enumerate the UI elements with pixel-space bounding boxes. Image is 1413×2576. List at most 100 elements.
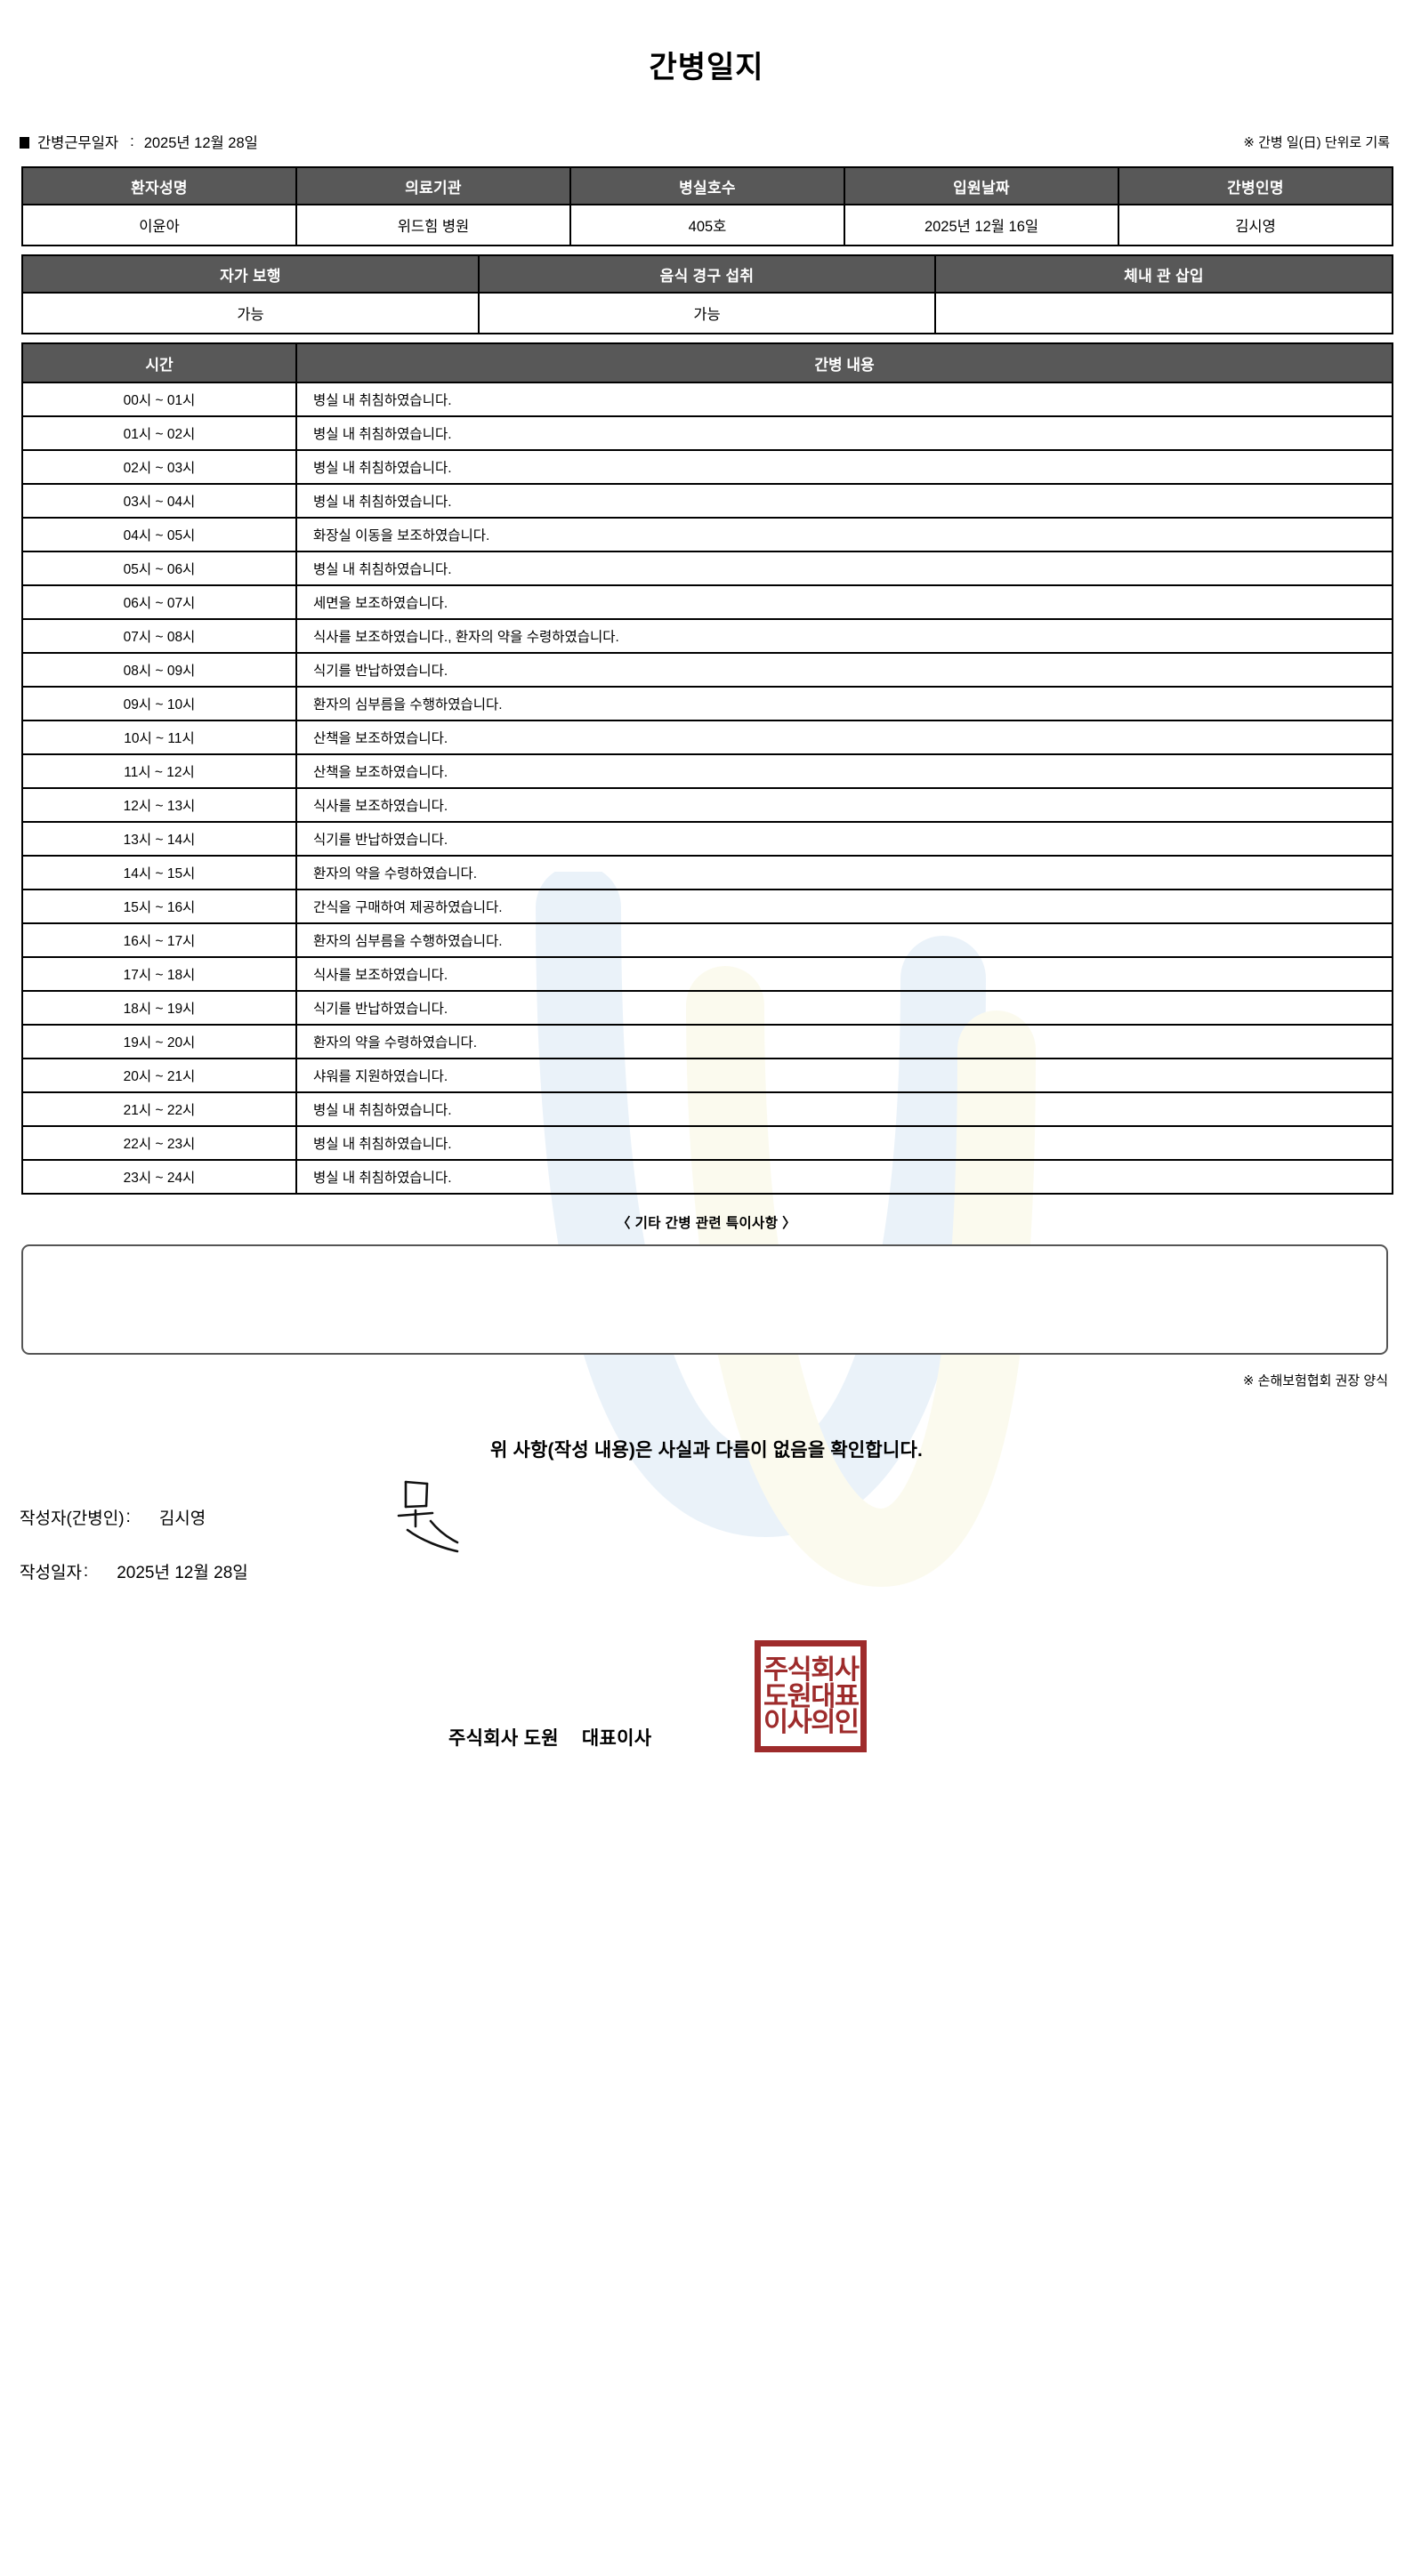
- td-oral-intake: 가능: [478, 292, 936, 335]
- log-content-cell[interactable]: 환자의 심부름을 수행하였습니다.: [295, 922, 1393, 959]
- log-content-cell[interactable]: 식사를 보조하였습니다.: [295, 956, 1393, 993]
- table-row: 14시 ~ 15시 환자의 약을 수령하였습니다.: [21, 855, 1393, 891]
- company-seal-stamp: 주식회사 도원대표 이사의인: [755, 1640, 867, 1753]
- th-time: 시간: [21, 342, 297, 384]
- meta-row: 간병근무일자 : 2025년 12월 28일 ※ 간병 일(日) 단위로 기록: [20, 131, 1390, 152]
- log-time-cell: 12시 ~ 13시: [21, 787, 297, 824]
- log-content-cell[interactable]: 환자의 약을 수령하였습니다.: [295, 1024, 1393, 1060]
- log-time-cell: 14시 ~ 15시: [21, 855, 297, 891]
- write-date-value: 2025년 12월 28일: [117, 1564, 248, 1583]
- log-time-cell: 05시 ~ 06시: [21, 551, 297, 587]
- log-time-cell: 07시 ~ 08시: [21, 618, 297, 655]
- log-time-cell: 11시 ~ 12시: [21, 753, 297, 790]
- log-content-cell[interactable]: 간식을 구매하여 제공하였습니다.: [295, 889, 1393, 925]
- table-row: 20시 ~ 21시 샤워를 지원하였습니다.: [21, 1058, 1393, 1094]
- td-caregiver-name: 김시영: [1118, 204, 1393, 247]
- table-row: 12시 ~ 13시 식사를 보조하였습니다.: [21, 787, 1393, 824]
- table-row: 08시 ~ 09시 식기를 반납하였습니다.: [21, 652, 1393, 688]
- table-row: 21시 ~ 22시 병실 내 취침하였습니다.: [21, 1091, 1393, 1128]
- log-content-cell[interactable]: 병실 내 취침하였습니다.: [295, 382, 1393, 418]
- log-content-cell[interactable]: 병실 내 취침하였습니다.: [295, 1159, 1393, 1195]
- log-time-cell: 01시 ~ 02시: [21, 415, 297, 452]
- th-caregiver-name: 간병인명: [1118, 166, 1393, 206]
- remarks-box[interactable]: [21, 1244, 1388, 1356]
- table-row: 15시 ~ 16시 간식을 구매하여 제공하였습니다.: [21, 889, 1393, 925]
- table-row: 04시 ~ 05시 화장실 이동을 보조하였습니다.: [21, 517, 1393, 553]
- patient-info-table: 환자성명 의료기관 병실호수 입원날짜 간병인명 이윤아 위드힘 병원 405호…: [21, 166, 1393, 247]
- association-note: ※ 손해보험협회 권장 양식: [1242, 1373, 1388, 1389]
- work-date-value: 2025년 12월 28일: [143, 135, 258, 152]
- ability-table: 자가 보행 음식 경구 섭취 체내 관 삽입 가능 가능: [21, 254, 1393, 335]
- th-care-content: 간병 내용: [295, 342, 1393, 384]
- log-content-cell[interactable]: 병실 내 취침하였습니다.: [295, 449, 1393, 486]
- company-row: 주식회사 도원 대표이사 주식회사 도원대표 이사의인: [0, 1640, 1413, 1829]
- table-row: 22시 ~ 23시 병실 내 취침하였습니다.: [21, 1125, 1393, 1162]
- log-header-row: 시간 간병 내용: [21, 342, 1393, 384]
- log-content-cell[interactable]: 산책을 보조하였습니다.: [295, 720, 1393, 756]
- table-row: 02시 ~ 03시 병실 내 취침하였습니다.: [21, 449, 1393, 486]
- ability-header-row: 자가 보행 음식 경구 섭취 체내 관 삽입: [21, 254, 1393, 294]
- log-content-cell[interactable]: 병실 내 취침하였습니다.: [295, 483, 1393, 519]
- log-content-cell[interactable]: 식기를 반납하였습니다.: [295, 821, 1393, 857]
- log-time-cell: 04시 ~ 05시: [21, 517, 297, 553]
- log-time-cell: 19시 ~ 20시: [21, 1024, 297, 1060]
- td-self-ambulation: 가능: [21, 292, 480, 335]
- ability-value-row: 가능 가능: [21, 292, 1393, 335]
- log-content-cell[interactable]: 샤워를 지원하였습니다.: [295, 1058, 1393, 1094]
- work-date-label: 간병근무일자: [37, 135, 119, 152]
- td-patient-name: 이윤아: [21, 204, 297, 247]
- table-row: 07시 ~ 08시 식사를 보조하였습니다., 환자의 약을 수령하였습니다.: [21, 618, 1393, 655]
- log-time-cell: 09시 ~ 10시: [21, 686, 297, 722]
- log-content-cell[interactable]: 식사를 보조하였습니다.: [295, 787, 1393, 824]
- hourly-log-table: 시간 간병 내용 00시 ~ 01시 병실 내 취침하였습니다. 01시 ~ 02시…: [21, 342, 1393, 1195]
- log-content-cell[interactable]: 식사를 보조하였습니다., 환자의 약을 수령하였습니다.: [295, 618, 1393, 655]
- patient-info-header-row: 환자성명 의료기관 병실호수 입원날짜 간병인명: [21, 166, 1393, 206]
- table-row: 13시 ~ 14시 식기를 반납하였습니다.: [21, 821, 1393, 857]
- company-name-text: 주식회사 도원: [448, 1728, 559, 1750]
- table-row: 03시 ~ 04시 병실 내 취침하였습니다.: [21, 483, 1393, 519]
- log-time-cell: 22시 ~ 23시: [21, 1125, 297, 1162]
- th-room-number: 병실호수: [569, 166, 845, 206]
- log-content-cell[interactable]: 산책을 보조하였습니다.: [295, 753, 1393, 790]
- write-date-colon: :: [83, 1561, 89, 1581]
- table-row: 00시 ~ 01시 병실 내 취침하였습니다.: [21, 382, 1393, 418]
- log-content-cell[interactable]: 환자의 심부름을 수행하였습니다.: [295, 686, 1393, 722]
- log-content-cell[interactable]: 세면을 보조하였습니다.: [295, 584, 1393, 621]
- date-row: 작성일자 : 2025년 12월 28일: [20, 1559, 1413, 1583]
- th-oral-intake: 음식 경구 섭취: [478, 254, 936, 294]
- log-content-cell[interactable]: 병실 내 취침하였습니다.: [295, 551, 1393, 587]
- log-content-cell[interactable]: 병실 내 취침하였습니다.: [295, 1125, 1393, 1162]
- work-date-colon: :: [130, 133, 134, 149]
- th-internal-tube: 체내 관 삽입: [934, 254, 1393, 294]
- log-content-cell[interactable]: 식기를 반납하였습니다.: [295, 990, 1393, 1026]
- log-content-cell[interactable]: 화장실 이동을 보조하였습니다.: [295, 517, 1393, 553]
- stamp-line-1: 주식회사: [763, 1654, 860, 1686]
- log-time-cell: 23시 ~ 24시: [21, 1159, 297, 1195]
- log-time-cell: 17시 ~ 18시: [21, 956, 297, 993]
- work-date-group: 간병근무일자 : 2025년 12월 28일: [20, 131, 258, 152]
- th-medical-institution: 의료기관: [295, 166, 571, 206]
- log-time-cell: 21시 ~ 22시: [21, 1091, 297, 1128]
- log-content-cell[interactable]: 병실 내 취침하였습니다.: [295, 1091, 1393, 1128]
- bullet-square-icon: [20, 136, 29, 149]
- table-row: 06시 ~ 07시 세면을 보조하였습니다.: [21, 584, 1393, 621]
- log-time-cell: 06시 ~ 07시: [21, 584, 297, 621]
- table-row: 10시 ~ 11시 산책을 보조하였습니다.: [21, 720, 1393, 756]
- th-admission-date: 입원날짜: [844, 166, 1119, 206]
- log-time-cell: 20시 ~ 21시: [21, 1058, 297, 1094]
- log-content-cell[interactable]: 식기를 반납하였습니다.: [295, 652, 1393, 688]
- log-time-cell: 02시 ~ 03시: [21, 449, 297, 486]
- log-content-cell[interactable]: 병실 내 취침하였습니다.: [295, 415, 1393, 452]
- log-time-cell: 08시 ~ 09시: [21, 652, 297, 688]
- log-time-cell: 18시 ~ 19시: [21, 990, 297, 1026]
- table-row: 18시 ~ 19시 식기를 반납하였습니다.: [21, 990, 1393, 1026]
- log-time-cell: 16시 ~ 17시: [21, 922, 297, 959]
- remarks-caption: 〈 기타 간병 관련 특이사항 〉: [617, 1216, 796, 1232]
- unit-note: ※ 간병 일(日) 단위로 기록: [1243, 134, 1390, 150]
- confirmation-statement: 위 사항(작성 내용)은 사실과 다름이 없음을 확인합니다.: [489, 1440, 924, 1461]
- log-content-cell[interactable]: 환자의 약을 수령하였습니다.: [295, 855, 1393, 891]
- stamp-line-3: 이사의인: [763, 1707, 860, 1739]
- table-row: 01시 ~ 02시 병실 내 취침하였습니다.: [21, 415, 1393, 452]
- company-signature: 주식회사 도원 대표이사: [448, 1724, 651, 1751]
- log-time-cell: 13시 ~ 14시: [21, 821, 297, 857]
